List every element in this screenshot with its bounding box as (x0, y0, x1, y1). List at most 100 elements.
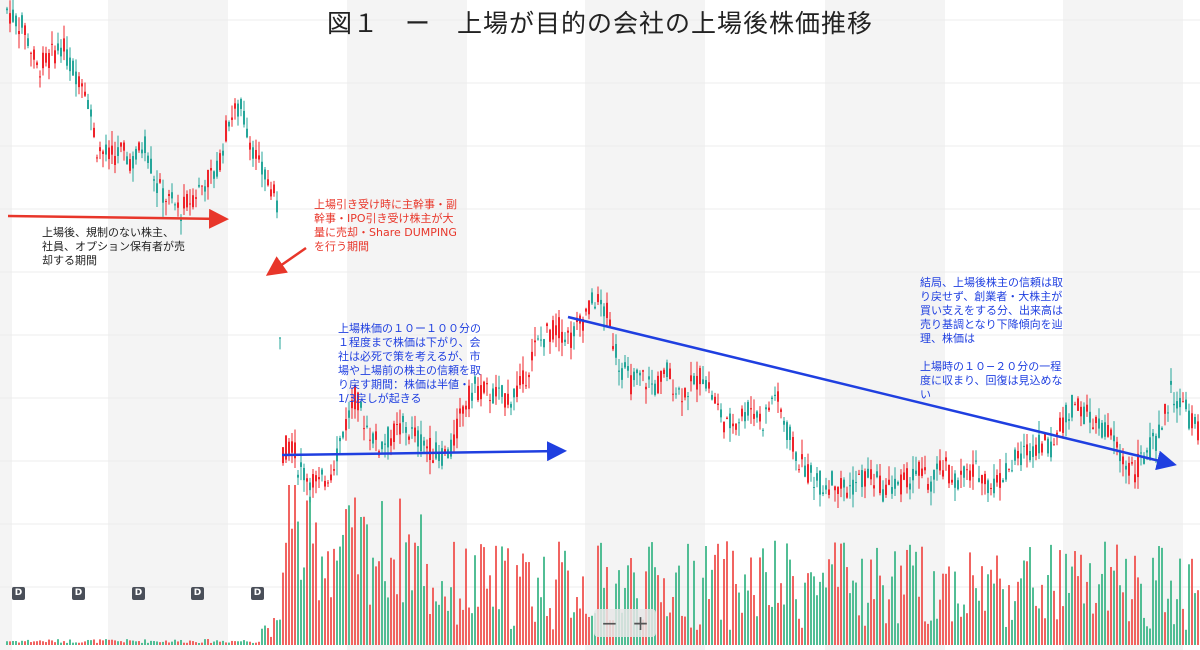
candle-body (771, 397, 773, 399)
volume-bar (843, 542, 845, 645)
candle-body (888, 479, 890, 485)
volume-bar (696, 629, 698, 645)
candle-body (246, 128, 248, 138)
candle-body (957, 480, 959, 490)
volume-bar (399, 498, 401, 645)
volume-bar (207, 639, 209, 645)
volume-bar (1197, 590, 1199, 645)
volume-bar (384, 581, 386, 645)
volume-bar (801, 627, 803, 645)
volume-bar (51, 640, 53, 645)
volume-bar (798, 618, 800, 645)
candle-body (123, 142, 125, 151)
volume-bars (6, 485, 1199, 645)
volume-bar (30, 642, 32, 645)
volume-bar (1020, 578, 1022, 645)
volume-bar (732, 550, 734, 645)
candle-body (33, 49, 35, 60)
volume-bar (324, 578, 326, 645)
candle-body (672, 393, 674, 395)
candle-body (681, 401, 683, 403)
volume-bar (549, 608, 551, 645)
candle-body (15, 15, 17, 27)
candle-body (546, 323, 548, 327)
volume-bar (768, 605, 770, 645)
candle-body (996, 474, 998, 483)
candle-body (939, 460, 941, 471)
candle-body (327, 482, 329, 484)
zoom-out-button[interactable]: − (601, 611, 618, 635)
candle-body (150, 158, 152, 174)
volume-bar (351, 527, 353, 645)
candle-body (567, 330, 569, 333)
candle-body (339, 437, 341, 442)
volume-bar (948, 566, 950, 645)
volume-bar (483, 547, 485, 645)
candle-body (810, 465, 812, 473)
dividend-marker[interactable]: D (132, 587, 145, 600)
candle-body (111, 145, 113, 155)
candle-body (267, 179, 269, 186)
candle-body (504, 393, 506, 408)
annotation-arrows (7, 208, 1177, 471)
candle-body (81, 83, 83, 87)
candle-body (363, 428, 365, 430)
volume-bar (543, 556, 545, 645)
volume-bar (474, 555, 476, 645)
candle-body (396, 424, 398, 426)
dividend-marker[interactable]: D (251, 587, 264, 600)
candle-body (1032, 446, 1034, 457)
zoom-in-button[interactable]: + (632, 611, 649, 635)
candle-body (714, 396, 716, 404)
volume-bar (537, 577, 539, 645)
volume-bar (486, 588, 488, 645)
volume-bar (750, 557, 752, 645)
dividend-marker[interactable]: D (191, 587, 204, 600)
volume-bar (369, 604, 371, 645)
volume-bar (1041, 584, 1043, 645)
volume-bar (966, 613, 968, 645)
volume-bar (1005, 626, 1007, 645)
candle-body (411, 427, 413, 429)
candle-body (969, 470, 971, 481)
dividend-marker[interactable]: D (72, 587, 85, 600)
volume-bar (465, 548, 467, 645)
volume-bar (630, 558, 632, 645)
volume-bar (1065, 553, 1067, 645)
candle-body (1185, 399, 1187, 410)
annotation-dumping: 上場引き受け時に主幹事・副 幹事・IPO引き受け株主が大 量に売却・Share … (314, 198, 457, 253)
volume-bar (957, 603, 959, 645)
candle-body (807, 464, 809, 483)
candle-body (1179, 397, 1181, 408)
volume-bar (432, 587, 434, 645)
candle-body (1026, 444, 1028, 456)
volume-bar (54, 642, 56, 645)
annotation-conclusion: 結局、上場後株主の信頼は取 り戻せず、創業者・大株主が 買い支えをする分、出来高… (920, 276, 1063, 401)
volume-bar (756, 616, 758, 645)
candle-body (321, 469, 323, 475)
volume-bar (519, 576, 521, 645)
volume-bar (372, 557, 374, 645)
volume-bar (921, 546, 923, 645)
candle-body (1113, 435, 1115, 442)
candle-body (615, 343, 617, 358)
volume-bar (252, 642, 254, 645)
candle-body (915, 470, 917, 475)
candle-body (21, 15, 23, 28)
candle-body (765, 407, 767, 410)
volume-bar (1101, 573, 1103, 645)
candle-body (429, 437, 431, 460)
volume-bar (204, 639, 206, 645)
volume-bar (132, 640, 134, 645)
dividend-marker[interactable]: D (12, 587, 25, 600)
volume-bar (81, 642, 83, 645)
candle-body (1053, 444, 1055, 446)
volume-bar (855, 582, 857, 645)
candle-body (6, 8, 8, 11)
candle-body (699, 368, 701, 385)
candle-body (804, 465, 806, 477)
candle-body (858, 473, 860, 475)
candle-body (201, 185, 203, 187)
volume-bar (954, 571, 956, 645)
volume-bar (231, 640, 233, 645)
